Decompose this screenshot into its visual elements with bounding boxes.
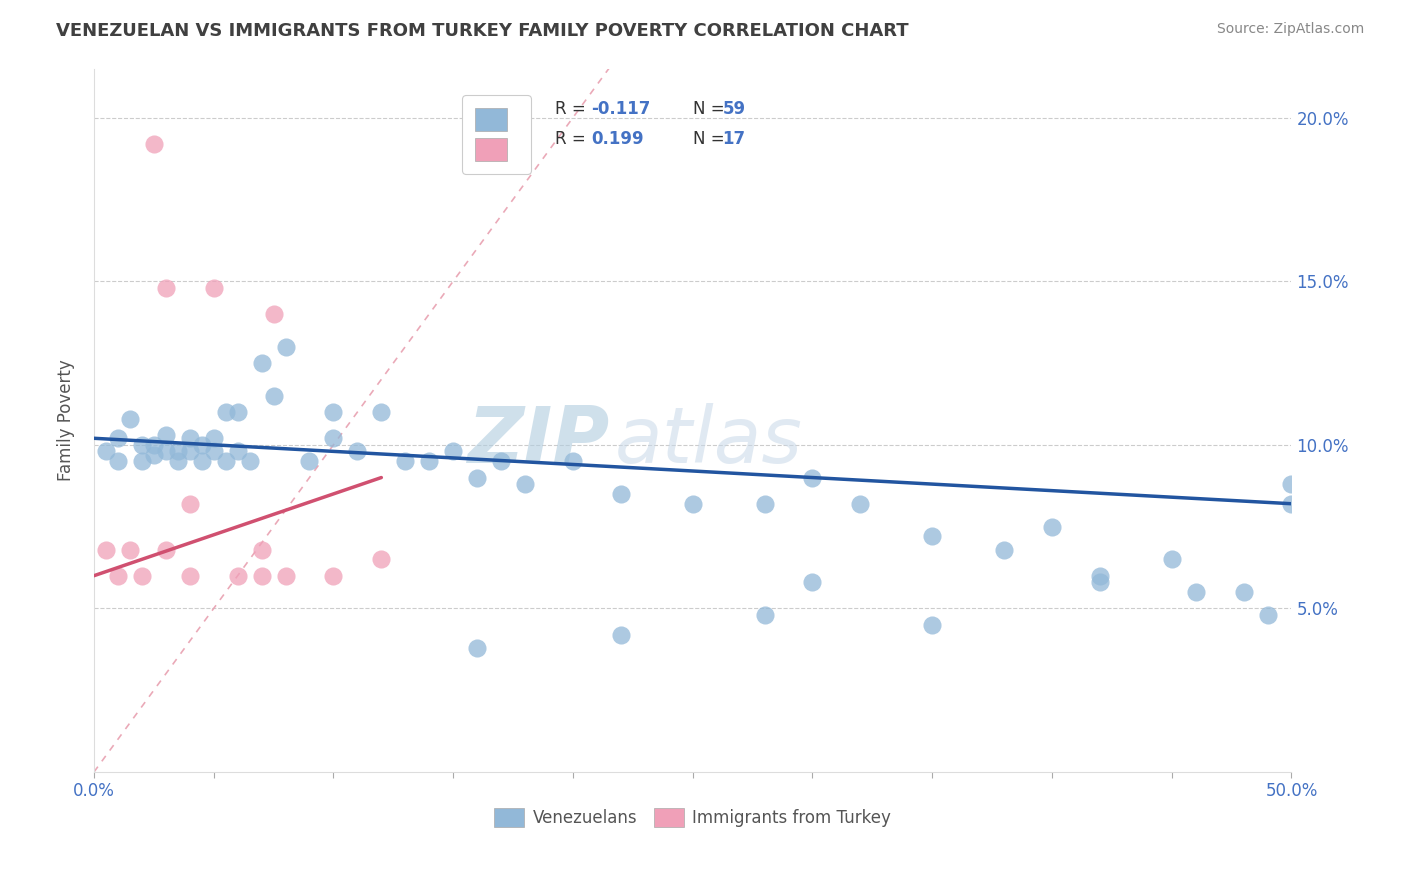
Point (465, 640, 488, 655)
Point (1040, 519, 1063, 533)
Point (441, 444, 464, 458)
Point (118, 411, 141, 425)
Point (754, 607, 776, 622)
Point (166, 444, 188, 458)
Text: R =: R = (555, 130, 591, 148)
Point (849, 497, 872, 511)
Point (263, 307, 285, 321)
Point (131, 454, 153, 468)
Point (1281, 497, 1303, 511)
Text: ZIP: ZIP (467, 403, 609, 479)
Point (274, 568, 297, 582)
Point (274, 340, 297, 354)
Point (561, 454, 583, 468)
Point (155, 281, 177, 295)
Point (370, 405, 392, 419)
Point (94, 542, 117, 557)
Point (107, 568, 129, 582)
Point (322, 568, 344, 582)
Text: N =: N = (693, 100, 730, 119)
Point (1281, 477, 1303, 491)
Point (179, 431, 201, 445)
Point (322, 431, 344, 445)
Point (131, 438, 153, 452)
Point (226, 568, 249, 582)
Text: VENEZUELAN VS IMMIGRANTS FROM TURKEY FAMILY POVERTY CORRELATION CHART: VENEZUELAN VS IMMIGRANTS FROM TURKEY FAM… (56, 22, 908, 40)
Text: R =: R = (555, 100, 591, 119)
Point (142, 448, 165, 462)
Point (190, 454, 212, 468)
Point (166, 454, 188, 468)
Point (214, 405, 236, 419)
Text: atlas: atlas (614, 403, 803, 479)
Point (107, 431, 129, 445)
Point (754, 497, 776, 511)
Point (94, 444, 117, 458)
Point (322, 405, 344, 419)
Point (1256, 607, 1278, 622)
Point (118, 542, 141, 557)
Point (131, 568, 153, 582)
Point (801, 470, 824, 484)
Text: Source: ZipAtlas.com: Source: ZipAtlas.com (1216, 22, 1364, 37)
Point (250, 542, 273, 557)
Point (489, 454, 512, 468)
Point (993, 542, 1015, 557)
Point (239, 454, 262, 468)
Point (418, 454, 440, 468)
Text: 0.199: 0.199 (591, 130, 644, 148)
Point (298, 454, 321, 468)
Point (202, 444, 225, 458)
Point (179, 444, 201, 458)
Y-axis label: Family Poverty: Family Poverty (58, 359, 75, 481)
Text: -0.117: -0.117 (591, 100, 651, 119)
Point (370, 552, 392, 566)
Point (202, 431, 225, 445)
Point (1088, 568, 1111, 582)
Point (346, 444, 368, 458)
Legend: Venezuelans, Immigrants from Turkey: Venezuelans, Immigrants from Turkey (488, 802, 898, 834)
Point (250, 356, 273, 370)
Point (155, 444, 177, 458)
Text: N =: N = (693, 130, 730, 148)
Point (155, 428, 177, 442)
Point (394, 454, 416, 468)
Point (465, 470, 488, 484)
Point (202, 281, 225, 295)
Point (263, 389, 285, 403)
Point (1184, 585, 1206, 599)
Point (921, 529, 943, 543)
Point (214, 454, 236, 468)
Point (1232, 585, 1254, 599)
Point (1160, 552, 1182, 566)
Point (801, 575, 824, 590)
Point (190, 438, 212, 452)
Point (155, 542, 177, 557)
Point (1088, 575, 1111, 590)
Point (142, 438, 165, 452)
Point (682, 497, 704, 511)
Text: 17: 17 (723, 130, 745, 148)
Point (142, 136, 165, 151)
Point (107, 454, 129, 468)
Point (610, 627, 633, 641)
Point (179, 568, 201, 582)
Point (513, 477, 536, 491)
Point (226, 444, 249, 458)
Point (610, 487, 633, 501)
Point (250, 568, 273, 582)
Point (179, 497, 201, 511)
Point (921, 617, 943, 632)
Point (226, 405, 249, 419)
Text: 59: 59 (723, 100, 745, 119)
